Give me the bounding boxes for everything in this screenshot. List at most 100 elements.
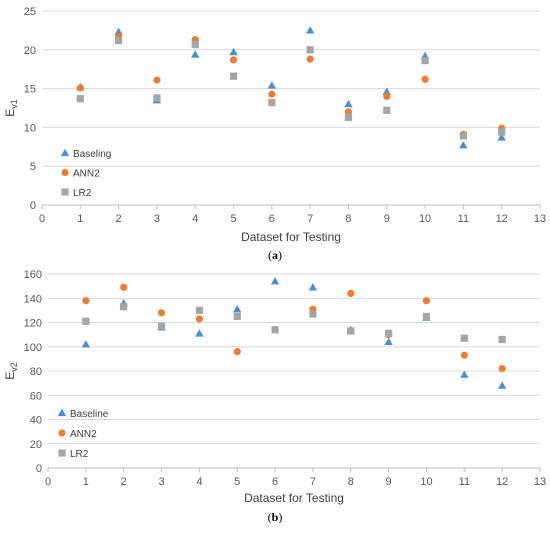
data-point-baseling: [267, 81, 277, 89]
y-tick-label: 20: [30, 439, 42, 451]
x-tick-label: 13: [534, 213, 546, 225]
x-tick-label: 1: [83, 476, 89, 488]
x-tick-label: 12: [496, 476, 508, 488]
data-point-lr2: [115, 36, 123, 45]
data-point-lr2: [459, 132, 467, 140]
data-point-baseline: [308, 283, 318, 291]
y-tick-label: 20: [24, 45, 36, 57]
x-tick-label: 13: [534, 476, 546, 488]
y-axis-label-main: E: [3, 109, 17, 117]
y-axis-label: Ev2: [3, 362, 19, 380]
y-axis-label-subscript: v2: [9, 362, 19, 372]
data-point-ann2: [421, 75, 429, 83]
data-point-baseline: [195, 329, 204, 337]
data-point-baseling: [191, 50, 200, 58]
data-point-lr2: [498, 128, 506, 136]
x-tick-label: 0: [39, 213, 45, 225]
legend-label: LR2: [70, 449, 89, 460]
data-point-ann2: [157, 309, 166, 317]
caption-letter: b: [272, 510, 279, 524]
y-axis-label: Ev1: [3, 99, 19, 117]
x-axis-label: Dataset for Testing: [241, 230, 341, 244]
y-tick-label: 5: [30, 161, 36, 173]
caption-paren: ): [278, 510, 282, 524]
data-point-lr2: [120, 303, 128, 311]
data-point-lr2: [306, 46, 314, 54]
y-axis-label-subscript: v1: [9, 99, 19, 109]
x-axis-label: Dataset for Testing: [244, 491, 344, 505]
x-tick-label: 7: [310, 476, 316, 488]
data-point-lr2: [191, 40, 199, 48]
data-point-ann2: [344, 108, 353, 116]
data-point-baseling: [305, 26, 315, 34]
data-point-ann2: [229, 56, 238, 64]
legend-marker-ann2: [61, 168, 69, 177]
data-point-ann2: [347, 289, 355, 297]
data-point-lr2: [347, 327, 355, 335]
data-point-lr2: [460, 334, 468, 342]
x-tick-label: 12: [496, 213, 508, 225]
y-tick-label: 60: [30, 390, 42, 402]
data-point-ann2: [153, 76, 161, 84]
data-point-ann2: [76, 84, 84, 92]
legend-marker-baseling: [60, 148, 70, 157]
data-point-lr2: [383, 106, 391, 114]
y-tick-label: 0: [36, 463, 42, 475]
x-tick-label: 5: [234, 476, 240, 488]
y-tick-label: 15: [24, 84, 36, 96]
y-tick-label: 40: [30, 415, 42, 427]
legend-marker-lr2: [58, 449, 66, 457]
x-tick-label: 6: [272, 476, 278, 488]
x-tick-label: 3: [154, 213, 160, 225]
data-point-ann2: [82, 297, 90, 305]
data-point-lr2: [229, 72, 238, 80]
x-tick-label: 8: [345, 213, 351, 225]
data-point-lr2: [421, 57, 429, 65]
data-point-lr2: [422, 312, 431, 321]
data-point-ann2: [383, 92, 391, 100]
x-tick-label: 9: [384, 213, 390, 225]
y-tick-label: 80: [30, 366, 42, 378]
data-point-ann2: [460, 351, 468, 359]
data-point-ann2: [120, 283, 128, 291]
data-point-ann2: [233, 348, 241, 356]
y-tick-label: 160: [24, 269, 42, 281]
data-point-baseline: [81, 340, 91, 348]
data-point-ann2: [195, 315, 203, 323]
legend-marker-ann2: [58, 429, 66, 437]
x-tick-label: 6: [269, 213, 275, 225]
x-tick-label: 11: [459, 476, 470, 488]
data-point-ann2: [306, 55, 314, 63]
x-tick-label: 9: [386, 476, 392, 488]
data-point-baseline: [384, 337, 393, 346]
data-point-baseling: [114, 27, 123, 36]
data-point-ann2: [498, 364, 506, 373]
y-tick-label: 25: [24, 6, 36, 18]
legend-label: Baseling: [73, 149, 111, 160]
y-tick-label: 140: [24, 293, 42, 305]
figure-caption: (a): [268, 248, 282, 262]
x-tick-label: 3: [158, 476, 164, 488]
data-point-baseling: [459, 141, 468, 149]
x-tick-label: 8: [348, 476, 354, 488]
data-point-lr2: [153, 94, 161, 102]
data-point-baseline: [497, 381, 507, 389]
x-tick-label: 2: [121, 476, 127, 488]
data-point-baseling: [497, 133, 506, 141]
x-tick-label: 2: [116, 213, 122, 225]
legend-label: ANN2: [73, 169, 100, 180]
data-point-baseline: [233, 304, 242, 313]
data-point-lr2: [195, 306, 203, 314]
data-point-lr2: [385, 329, 393, 338]
y-tick-label: 100: [24, 342, 42, 354]
data-point-lr2: [233, 312, 241, 321]
figure-caption: (b): [268, 510, 283, 524]
caption-letter: a: [272, 248, 278, 262]
data-point-lr2: [82, 317, 90, 325]
legend-marker-lr2: [61, 188, 69, 196]
data-point-lr2: [271, 326, 279, 334]
x-tick-label: 0: [45, 476, 51, 488]
